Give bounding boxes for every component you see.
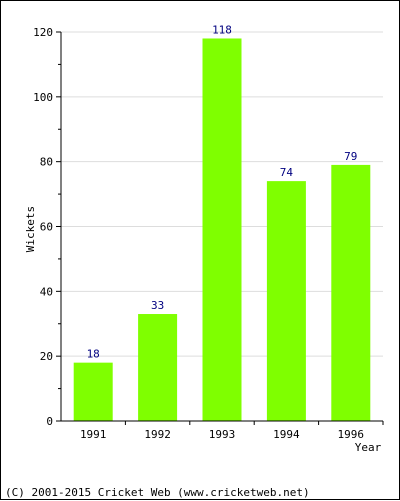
x-axis-label: Year	[355, 441, 382, 454]
bar-value-label: 33	[151, 299, 164, 312]
x-tick-label: 1993	[209, 428, 236, 441]
bar-value-label: 79	[344, 150, 357, 163]
x-tick-label: 1992	[144, 428, 171, 441]
x-tick-labels: 1991 1992 1993 1994 1996	[80, 421, 384, 441]
y-tick-label: 120	[33, 26, 53, 39]
bars	[73, 38, 371, 422]
y-tick-label: 40	[40, 285, 53, 298]
bar-value-labels: 18 33 118 74 79	[87, 23, 358, 360]
y-tick-label: 0	[46, 415, 53, 428]
bar-1993	[202, 38, 242, 421]
y-tick-label: 80	[40, 156, 53, 169]
bar-1994	[266, 181, 306, 421]
bar-1991	[73, 362, 113, 421]
bar-1996	[331, 164, 371, 422]
copyright-footer: (C) 2001-2015 Cricket Web (www.cricketwe…	[5, 486, 310, 499]
y-tick-label: 60	[40, 221, 53, 234]
bar-1992	[138, 314, 178, 421]
bar-value-label: 118	[212, 23, 232, 36]
y-axis-label: Wickets	[24, 206, 37, 252]
y-tick-label: 100	[33, 91, 53, 104]
x-tick-label: 1991	[80, 428, 107, 441]
y-tick-label: 20	[40, 350, 53, 363]
bar-value-label: 74	[280, 166, 294, 179]
y-tick-labels: 0 20 40 60 80 100 120	[33, 26, 61, 428]
x-tick-label: 1996	[338, 428, 365, 441]
x-tick-label: 1994	[273, 428, 300, 441]
bar-value-label: 18	[87, 348, 100, 361]
